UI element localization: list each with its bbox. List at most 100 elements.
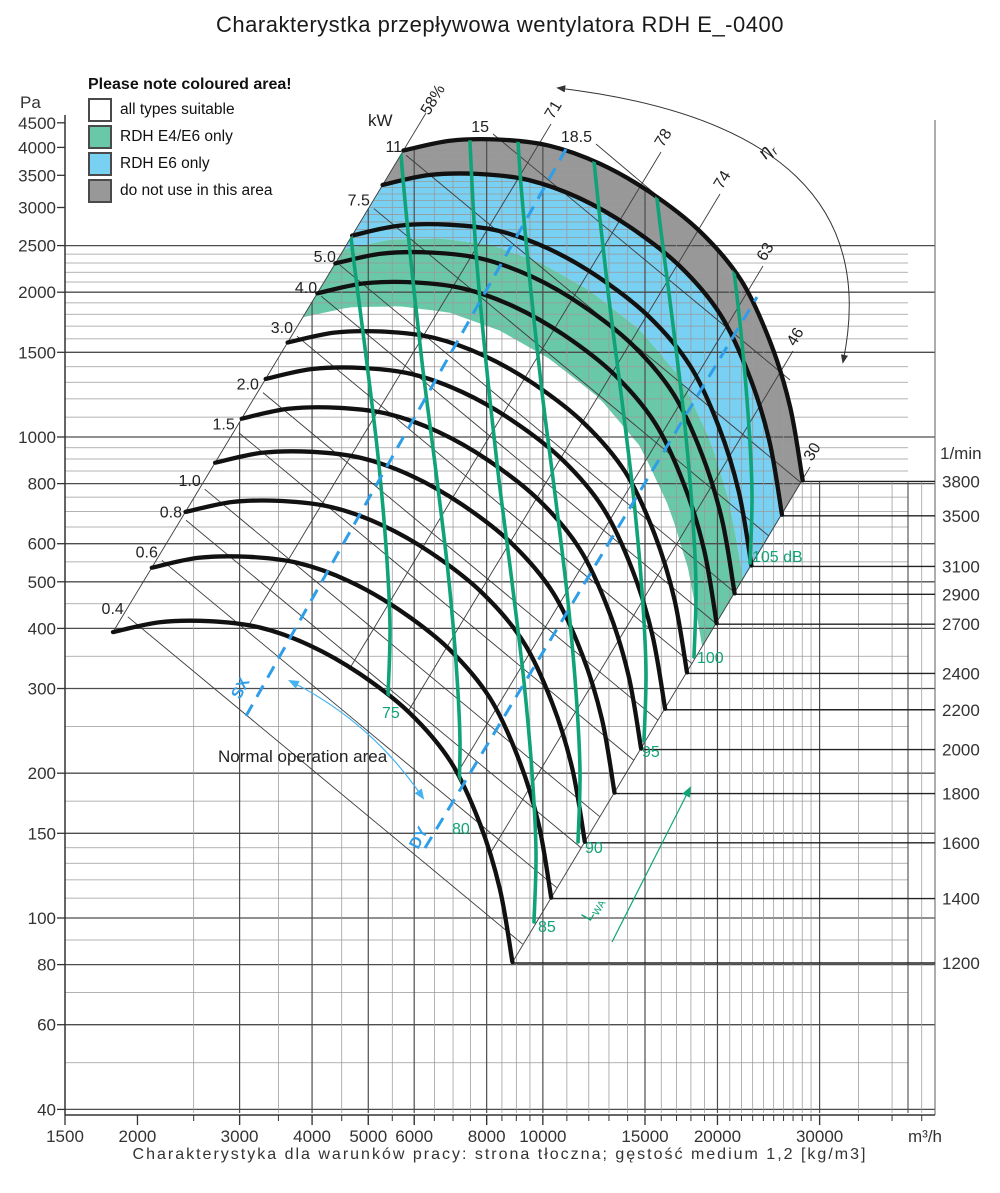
pressure-tick-label: 3000 [18, 199, 56, 218]
efficiency-direction-arrow [556, 85, 850, 364]
fan-curve-2200rpm [263, 365, 668, 711]
system-line-dy [423, 296, 759, 849]
legend-item-all-types: all types suitable [88, 98, 292, 122]
efficiency-label: 78 [652, 126, 676, 150]
power-line-label: 5.0 [314, 249, 336, 266]
fan-curve-1800rpm [212, 449, 617, 795]
noise-label: 85 [538, 919, 556, 936]
power-line-label: 0.6 [136, 544, 158, 561]
fan-curve-3100rpm [349, 221, 754, 568]
flow-axis-unit: m³/h [908, 1127, 942, 1146]
pressure-tick-label: 500 [28, 573, 56, 592]
rpm-label: 2400 [942, 664, 980, 683]
legend-item-e4-e6: RDH E4/E6 only [88, 125, 292, 149]
rpm-label: 2700 [942, 615, 980, 634]
pressure-tick-label: 600 [28, 535, 56, 554]
pressure-tick-label: 40 [37, 1100, 56, 1119]
pressure-tick-label: 3500 [18, 166, 56, 185]
normal-operation-label: Normal operation area [218, 747, 388, 766]
rpm-label: 2900 [942, 585, 980, 604]
noise-label: 100 [697, 650, 724, 667]
flow-tick-label: 15000 [621, 1127, 668, 1146]
legend-item-do-not-use: do not use in this area [88, 179, 292, 203]
fan-curve-1600rpm [183, 498, 587, 844]
flow-tick-label: 1500 [46, 1127, 84, 1146]
power-line-label: 3.0 [271, 320, 293, 337]
grid-horizontal [65, 244, 935, 1111]
power-line-label: 1.5 [213, 417, 235, 434]
efficiency-label: 74 [711, 168, 735, 192]
flow-tick-label: 2000 [119, 1127, 157, 1146]
rpm-label: 3500 [942, 507, 980, 526]
legend: Please note coloured area! all types sui… [88, 76, 292, 206]
flow-tick-label: 30000 [796, 1127, 843, 1146]
pressure-tick-label: 800 [28, 475, 56, 494]
flow-tick-label: 8000 [468, 1127, 506, 1146]
legend-title: Please note coloured area! [88, 76, 292, 93]
flow-tick-label: 6000 [395, 1127, 433, 1146]
rpm-label: 3800 [942, 472, 980, 491]
pressure-tick-label: 200 [28, 764, 56, 783]
noise-label: 105 dB [752, 549, 803, 566]
fan-curve-1400rpm [149, 554, 554, 900]
pressure-tick-label: 150 [28, 824, 56, 843]
legend-swatch-blue [88, 152, 112, 176]
flow-tick-label: 20000 [694, 1127, 741, 1146]
fan-curve-1200rpm [110, 618, 515, 965]
axes: 4500 4000 3500 3000 2500 2000 1500 1000 800 600 50… [18, 93, 942, 1146]
efficiency-label: 30 [801, 440, 825, 464]
page-title: Charakterystka przepływowa wentylatora R… [216, 12, 784, 37]
legend-swatch-green [88, 125, 112, 149]
power-line-label: 1.0 [178, 473, 200, 490]
power-line-label: 18.5 [561, 129, 592, 146]
pressure-tick-label: 300 [28, 680, 56, 699]
power-line-label: 11 [385, 139, 402, 156]
legend-swatch-white [88, 98, 112, 122]
sx-label: SX [229, 675, 254, 702]
pressure-tick-label: 100 [28, 909, 56, 928]
power-line-label: 15 [471, 119, 489, 136]
lwa-arrow [611, 786, 691, 943]
fan-curve-2000rpm [239, 405, 644, 751]
power-line-label: 4.0 [295, 280, 317, 297]
pressure-tick-label: 1500 [18, 343, 56, 362]
rpm-label: 2200 [942, 701, 980, 720]
pressure-tick-label: 2000 [18, 283, 56, 302]
noise-label: 75 [382, 705, 400, 722]
rpm-label: 1200 [942, 954, 980, 973]
pressure-axis-unit: Pa [20, 93, 41, 112]
power-line-label: 0.4 [102, 601, 124, 618]
rpm-axis-unit: 1/min [940, 444, 982, 463]
pressure-tick-label: 400 [28, 619, 56, 638]
power-line-label: 2.0 [237, 377, 259, 394]
pressure-tick-label: 60 [37, 1016, 56, 1035]
efficiency-label: 46 [784, 325, 808, 349]
flow-tick-label: 4000 [293, 1127, 331, 1146]
rpm-ladder: 3800 3500 3100 2900 2700 2400 2200 2000 1800 1600… [511, 120, 982, 1115]
pressure-tick-label: 1000 [18, 428, 56, 447]
efficiency-label: 71 [542, 98, 566, 122]
power-lines: 0.4 0.6 0.8 1.0 1.5 2.0 3.0 4.0 5.0 7.5 11 15 18.5 kW [102, 111, 802, 945]
flow-tick-label: 10000 [519, 1127, 566, 1146]
system-shift-arrow [288, 680, 425, 800]
rpm-label: 1800 [942, 785, 980, 804]
legend-swatch-gray [88, 179, 112, 203]
power-axis-unit: kW [368, 111, 393, 130]
noise-label: 80 [452, 821, 470, 838]
noise-label: 95 [642, 744, 660, 761]
noise-label: 90 [585, 840, 603, 857]
pressure-tick-label: 80 [37, 956, 56, 975]
legend-item-e6: RDH E6 only [88, 152, 292, 176]
chart-caption: Charakterystyka dla warunków pracy: stro… [132, 1146, 868, 1163]
power-line-label: 7.5 [348, 193, 370, 210]
pressure-tick-label: 4000 [18, 138, 56, 157]
pressure-tick-label: 4500 [18, 114, 56, 133]
fan-curve-2900rpm [333, 249, 737, 596]
pressure-tick-label: 2500 [18, 237, 56, 256]
efficiency-label: 63 [754, 240, 778, 264]
rpm-label: 2000 [942, 741, 980, 760]
flow-tick-label: 3000 [221, 1127, 259, 1146]
efficiency-label: 58% [418, 82, 449, 118]
